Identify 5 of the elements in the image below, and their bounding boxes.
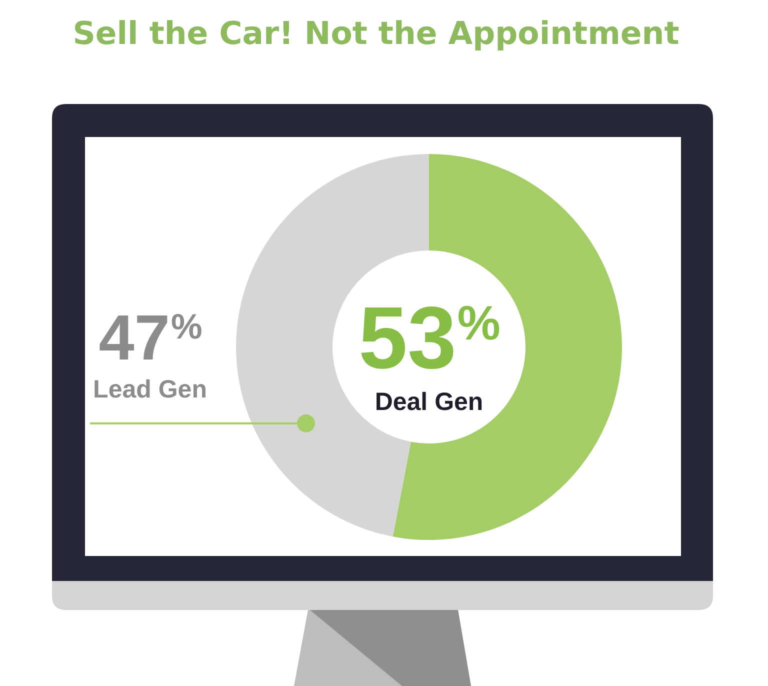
- data-label: 47%: [98, 301, 202, 374]
- slice-label: Lead Gen: [93, 375, 207, 404]
- data-label: 53%: [358, 288, 500, 387]
- slice-label: Deal Gen: [374, 388, 484, 416]
- chart-title: Sell the Car! Not the Appointment: [72, 15, 680, 54]
